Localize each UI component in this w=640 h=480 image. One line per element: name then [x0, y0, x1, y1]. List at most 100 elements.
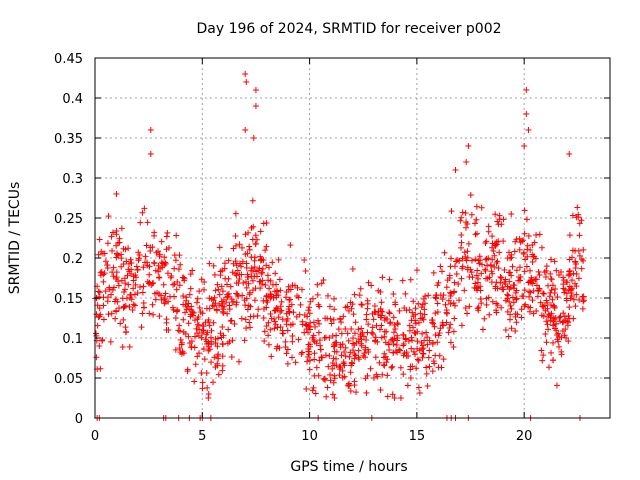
data-point — [165, 298, 172, 305]
data-point — [491, 240, 498, 247]
data-point — [287, 242, 294, 249]
data-point — [527, 279, 534, 286]
data-point — [410, 298, 417, 305]
data-point — [529, 241, 536, 248]
data-point — [262, 247, 269, 254]
data-point — [431, 323, 438, 330]
data-point — [363, 389, 370, 396]
data-point — [315, 317, 322, 324]
data-point — [400, 371, 407, 378]
data-point — [415, 300, 422, 307]
x-tick-label: 15 — [409, 429, 426, 444]
data-point — [521, 303, 528, 310]
data-point — [323, 393, 330, 400]
data-point — [247, 324, 254, 331]
data-point — [214, 281, 221, 288]
data-point — [424, 383, 431, 389]
data-point — [205, 347, 212, 354]
data-point — [331, 372, 338, 379]
data-point — [453, 258, 460, 265]
data-point — [106, 286, 113, 293]
data-point — [329, 333, 336, 340]
data-point — [531, 253, 538, 260]
data-point — [226, 338, 233, 345]
data-point — [147, 127, 154, 133]
data-point — [512, 327, 519, 334]
y-tick-label: 0.35 — [54, 132, 83, 147]
data-point — [230, 245, 237, 252]
data-point — [249, 236, 256, 243]
data-point — [550, 339, 557, 346]
data-point — [508, 325, 515, 332]
data-point — [329, 391, 336, 398]
data-point — [524, 242, 531, 249]
data-point — [363, 311, 370, 318]
data-point — [331, 395, 338, 401]
data-point — [331, 348, 338, 355]
data-point — [417, 310, 424, 317]
data-point — [140, 300, 147, 307]
data-point — [498, 274, 505, 281]
data-point — [407, 374, 414, 381]
chart-title: Day 196 of 2024, SRMTID for receiver p00… — [196, 21, 501, 37]
data-point — [315, 329, 322, 336]
data-point — [303, 385, 310, 392]
data-point — [163, 327, 170, 334]
data-point — [151, 259, 158, 266]
data-point — [289, 282, 296, 289]
data-point — [448, 290, 455, 297]
data-point — [389, 363, 396, 370]
data-point — [203, 331, 210, 338]
data-point — [226, 302, 233, 309]
data-point — [186, 291, 193, 298]
data-point — [347, 388, 354, 395]
data-point — [102, 258, 109, 265]
data-point — [341, 362, 348, 369]
data-point — [363, 336, 370, 343]
data-point — [527, 267, 533, 274]
data-point — [537, 299, 544, 306]
data-point — [384, 393, 391, 400]
data-point — [338, 319, 345, 326]
x-tick-label: 20 — [516, 429, 533, 444]
data-point — [109, 247, 116, 254]
data-point — [98, 268, 105, 275]
data-point — [273, 281, 280, 288]
data-point — [272, 321, 279, 328]
data-point — [161, 262, 168, 269]
data-point — [326, 352, 333, 359]
data-point — [233, 272, 240, 279]
data-point — [414, 338, 421, 345]
data-point — [533, 308, 540, 315]
data-point — [418, 304, 425, 311]
data-point — [351, 291, 358, 298]
data-point — [286, 297, 293, 304]
data-point — [347, 369, 354, 376]
data-point — [310, 336, 317, 343]
data-point — [297, 301, 304, 308]
data-point — [513, 295, 520, 302]
data-point — [263, 304, 270, 311]
data-point — [93, 354, 100, 361]
data-point — [287, 296, 294, 303]
data-point — [565, 271, 572, 278]
data-point — [272, 306, 279, 313]
data-point — [507, 311, 514, 318]
data-point — [239, 258, 246, 265]
data-point — [351, 382, 358, 389]
data-point — [345, 307, 352, 314]
data-point — [328, 320, 335, 327]
data-point — [282, 294, 289, 301]
data-point — [161, 254, 168, 261]
data-point — [194, 330, 201, 337]
data-point — [191, 378, 198, 385]
data-point — [220, 310, 227, 317]
data-point — [420, 350, 427, 357]
data-point — [339, 374, 346, 381]
data-point — [176, 282, 183, 289]
data-point — [447, 289, 454, 296]
data-point — [245, 229, 252, 236]
data-point — [534, 293, 541, 300]
data-point — [259, 265, 266, 272]
data-point — [463, 257, 470, 264]
